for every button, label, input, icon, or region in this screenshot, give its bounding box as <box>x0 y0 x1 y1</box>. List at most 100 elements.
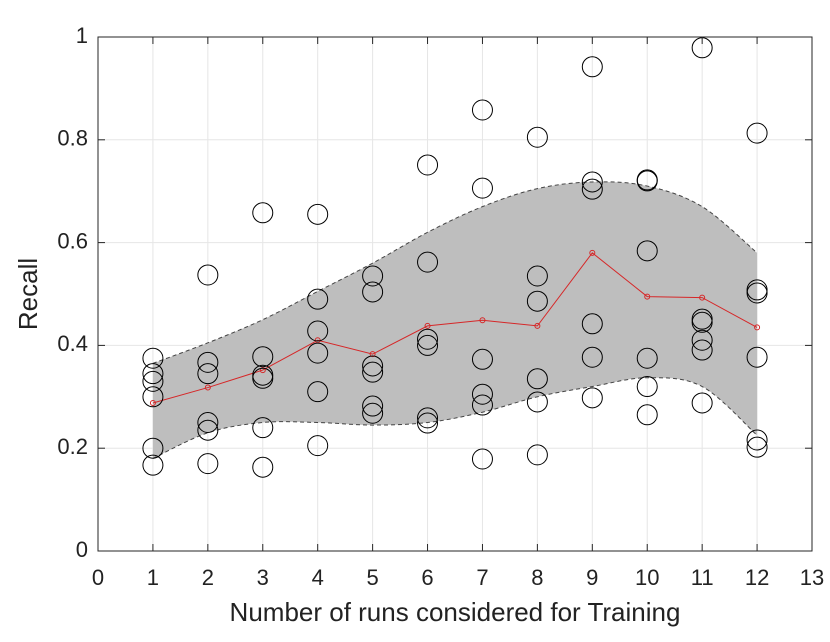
point <box>581 346 603 368</box>
x-axis-label: Number of runs considered for Training <box>230 597 681 627</box>
point <box>526 444 548 466</box>
point <box>471 394 493 416</box>
point <box>142 370 164 392</box>
point <box>691 392 713 414</box>
mean-marker <box>424 322 431 329</box>
point <box>471 448 493 470</box>
point <box>197 412 219 433</box>
y-tick-label: 0 <box>76 537 88 562</box>
mean-marker <box>204 384 211 391</box>
point <box>471 383 493 405</box>
point <box>307 342 329 364</box>
mean-marker <box>369 351 376 358</box>
mean-marker <box>644 293 651 300</box>
mean-marker <box>259 367 266 374</box>
point <box>526 391 548 413</box>
point <box>417 251 439 273</box>
point <box>142 454 164 476</box>
point <box>417 328 439 350</box>
y-tick-label: 0.6 <box>57 228 88 253</box>
point <box>197 363 219 385</box>
point <box>197 453 219 475</box>
point <box>471 348 493 370</box>
x-tick-label: 2 <box>202 565 214 590</box>
band-lower <box>152 377 758 459</box>
point <box>417 334 439 356</box>
point <box>307 288 329 310</box>
point <box>746 122 768 144</box>
point <box>142 437 164 459</box>
point <box>252 367 274 389</box>
x-tick-label: 3 <box>257 565 269 590</box>
point <box>526 290 548 312</box>
mean-marker <box>149 399 156 406</box>
point <box>142 347 164 369</box>
point <box>252 417 274 439</box>
y-tick-label: 1 <box>76 23 88 48</box>
point <box>417 412 439 434</box>
point <box>252 346 274 368</box>
point <box>417 154 439 176</box>
point <box>581 387 603 409</box>
mean-marker <box>589 249 596 256</box>
mean-marker <box>534 322 541 329</box>
point <box>746 282 768 304</box>
point <box>362 402 384 424</box>
x-tick-label: 8 <box>531 565 543 590</box>
point <box>417 407 439 429</box>
point <box>636 347 658 369</box>
x-tick-label: 0 <box>92 565 104 590</box>
point <box>362 355 384 377</box>
point <box>746 429 768 451</box>
x-tick-label: 12 <box>745 565 769 590</box>
x-tick-label: 13 <box>800 565 824 590</box>
band-area <box>152 181 758 459</box>
mean-marker <box>754 324 761 331</box>
x-tick-label: 7 <box>476 565 488 590</box>
point <box>636 404 658 426</box>
band-upper <box>152 181 758 364</box>
point <box>526 368 548 390</box>
point <box>362 361 384 383</box>
mean-line <box>152 252 758 404</box>
x-tick-label: 11 <box>691 565 714 590</box>
point <box>252 202 274 224</box>
point <box>526 265 548 287</box>
point <box>307 320 329 342</box>
plot-frame <box>97 36 813 552</box>
point <box>581 178 603 200</box>
point <box>581 313 603 335</box>
point <box>471 177 493 199</box>
x-tick-label: 1 <box>147 565 159 590</box>
point <box>581 171 603 193</box>
point <box>636 170 658 192</box>
y-tick-label: 0.4 <box>57 331 88 356</box>
point <box>307 381 329 403</box>
x-tick-label: 5 <box>366 565 378 590</box>
point <box>581 56 603 78</box>
mean-marker <box>479 317 486 324</box>
point <box>142 363 164 385</box>
point <box>307 435 329 457</box>
point <box>526 126 548 148</box>
point <box>691 311 713 333</box>
point <box>691 329 713 351</box>
point <box>307 203 329 225</box>
point <box>691 339 713 361</box>
point <box>362 265 384 287</box>
point <box>362 281 384 303</box>
point <box>636 240 658 262</box>
point <box>746 436 768 458</box>
x-tick-label: 10 <box>635 565 659 590</box>
point <box>252 456 274 478</box>
x-tick-label: 9 <box>586 565 598 590</box>
y-tick-label: 0.8 <box>57 126 88 151</box>
point <box>636 376 658 398</box>
point <box>197 264 219 286</box>
y-axis-label: Recall <box>13 258 43 330</box>
point <box>142 386 164 408</box>
point <box>746 346 768 368</box>
point <box>362 395 384 417</box>
point <box>471 99 493 121</box>
